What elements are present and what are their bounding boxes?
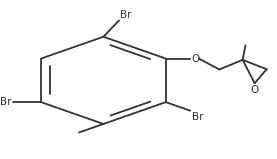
Text: Br: Br: [120, 10, 132, 20]
Text: O: O: [250, 85, 259, 95]
Text: Br: Br: [0, 97, 11, 107]
Text: O: O: [191, 54, 199, 64]
Text: Br: Br: [192, 112, 203, 122]
